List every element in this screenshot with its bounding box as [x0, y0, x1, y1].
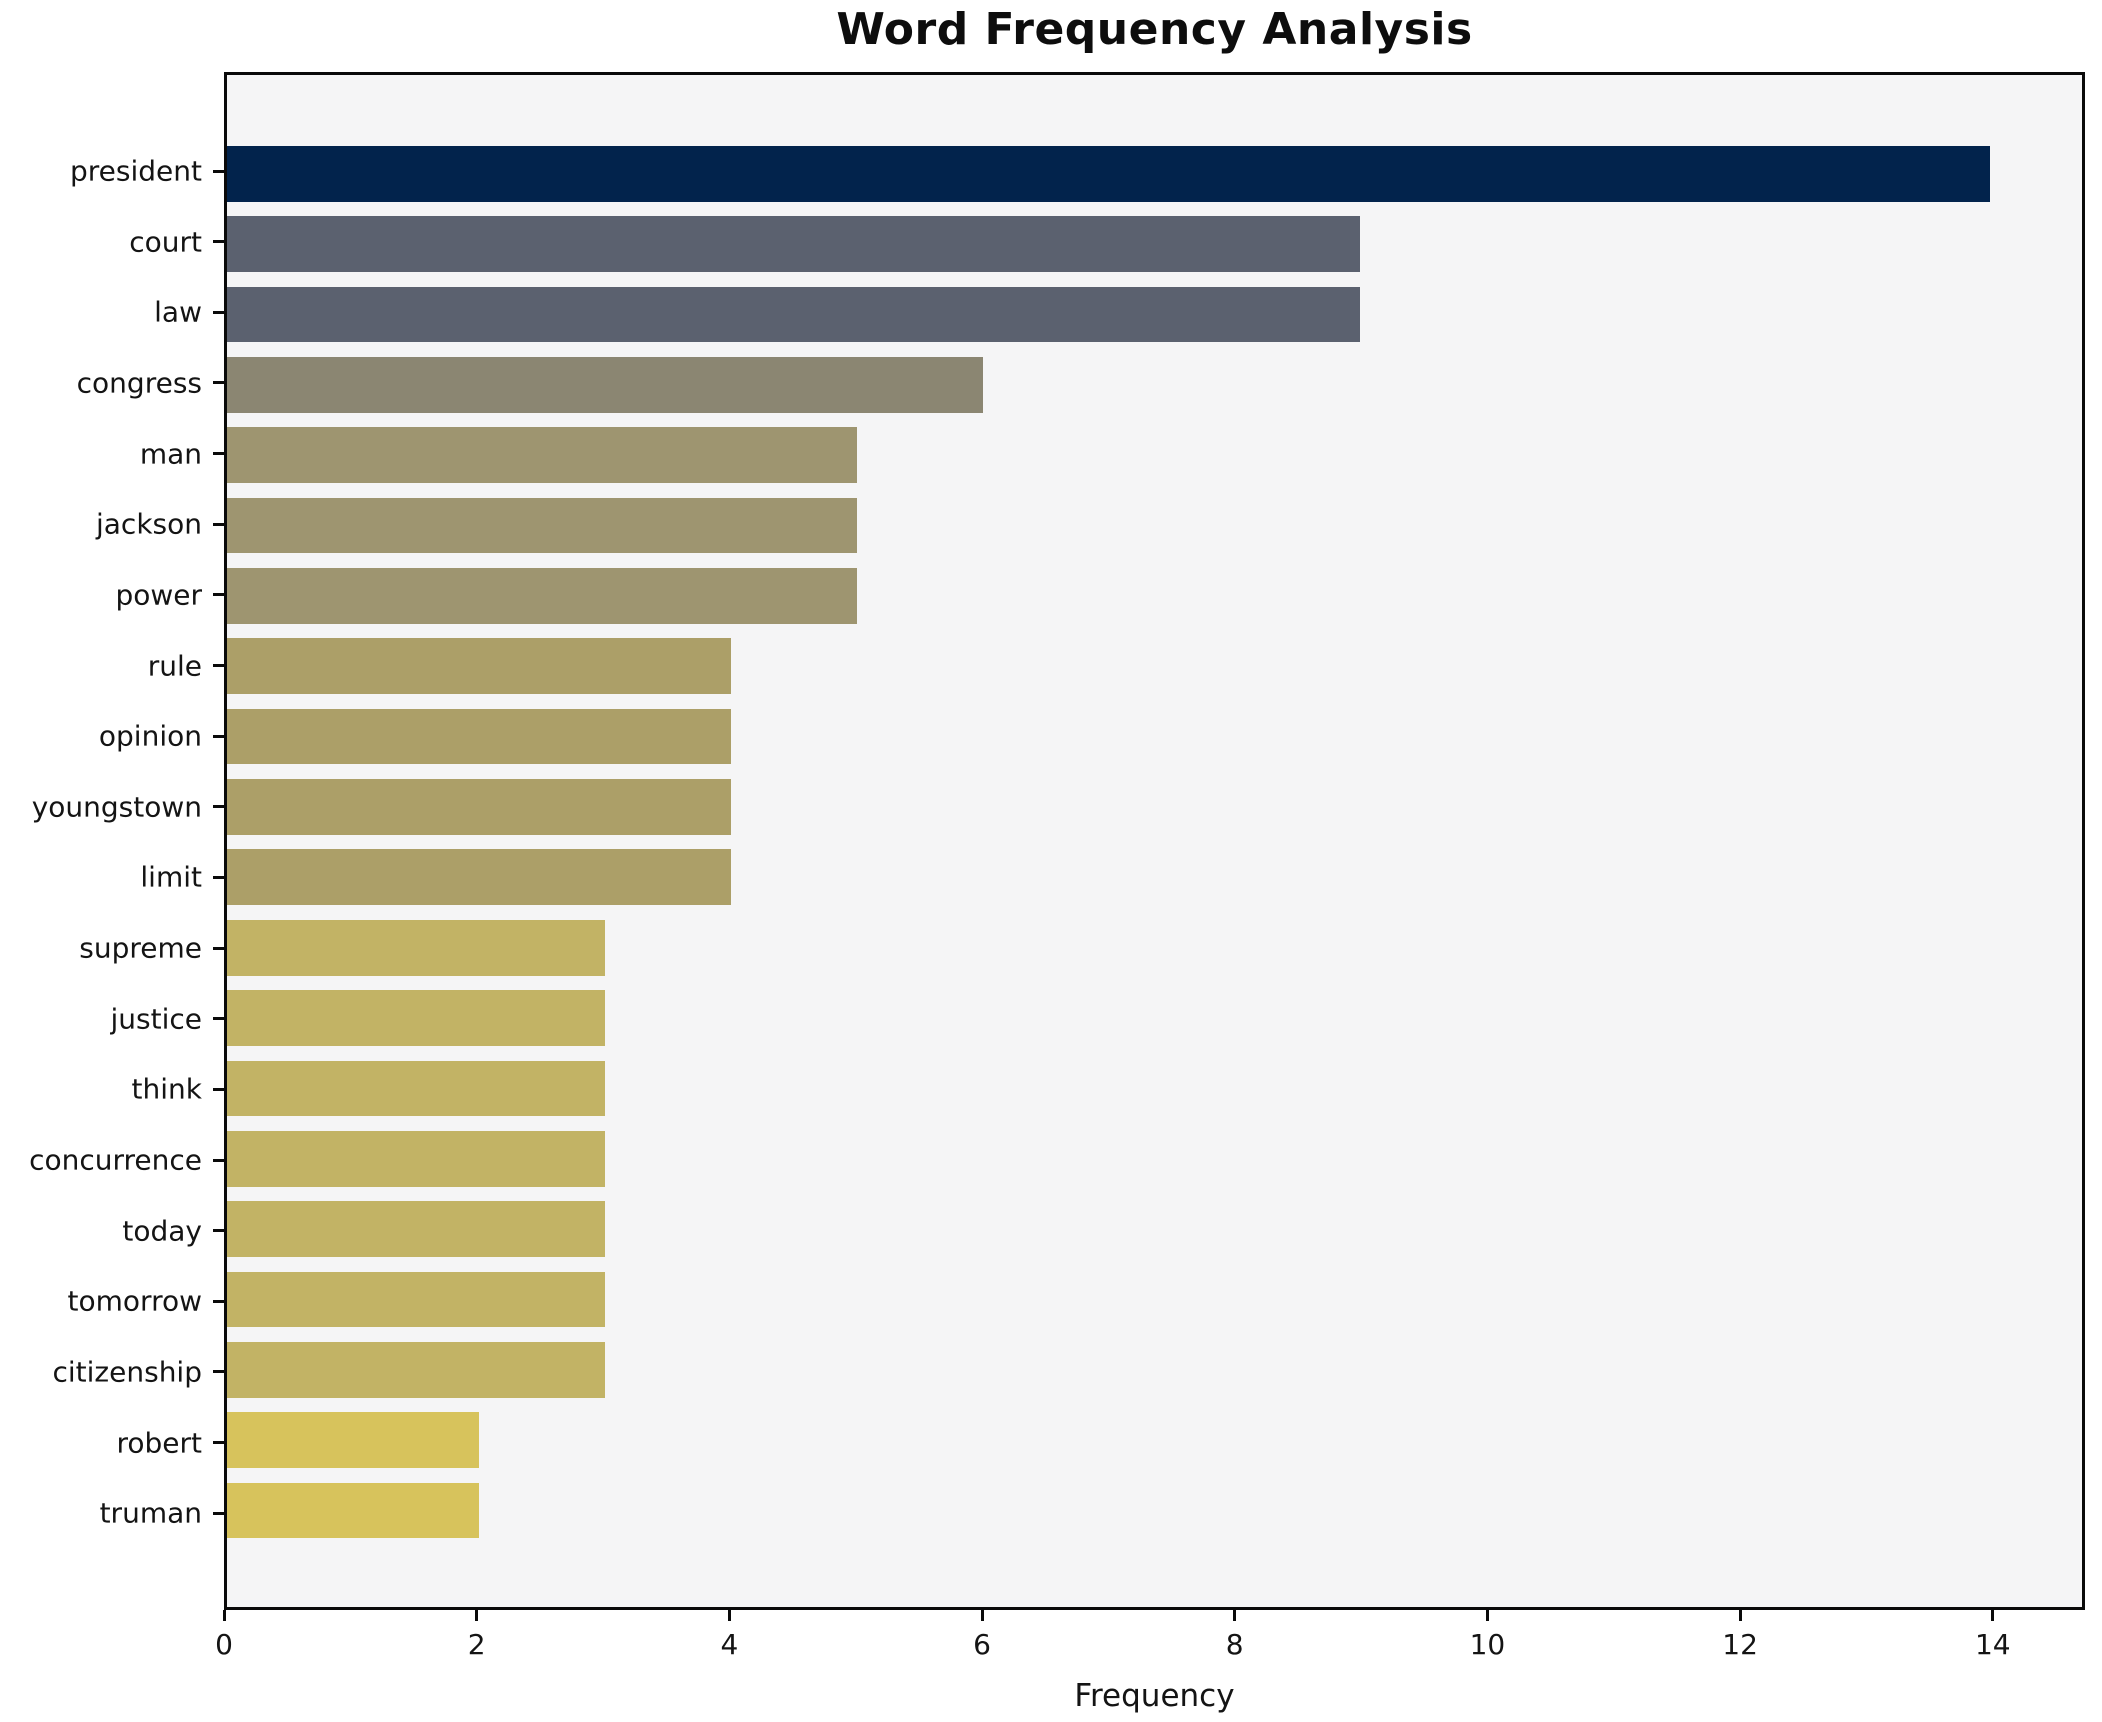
y-tick-mark — [213, 946, 224, 950]
y-tick-mark — [213, 734, 224, 738]
x-tick-label-12: 12 — [1722, 1628, 1758, 1661]
bar-congress — [227, 356, 983, 413]
y-tick-mark — [213, 664, 224, 668]
x-axis-title: Frequency — [1074, 1678, 1235, 1714]
y-tick-label-robert: robert — [116, 1426, 202, 1460]
y-tick-mark — [213, 1229, 224, 1233]
x-tick-mark — [980, 1610, 984, 1621]
x-tick-label-0: 0 — [215, 1628, 233, 1661]
y-tick-label-truman: truman — [99, 1496, 202, 1530]
y-tick-mark — [213, 1299, 224, 1303]
chart-title: Word Frequency Analysis — [836, 4, 1473, 55]
y-tick-label-law: law — [154, 295, 202, 329]
bar-truman — [227, 1482, 479, 1539]
x-tick-mark — [222, 1610, 226, 1621]
y-tick-label-concurrence: concurrence — [29, 1143, 202, 1177]
x-tick-label-10: 10 — [1469, 1628, 1506, 1661]
y-tick-mark — [213, 169, 224, 173]
y-tick-label-man: man — [139, 437, 202, 471]
y-tick-label-think: think — [131, 1072, 202, 1106]
bar-citizenship — [227, 1341, 605, 1398]
y-tick-label-limit: limit — [140, 860, 202, 894]
bar-today — [227, 1201, 605, 1257]
y-tick-label-jackson: jackson — [95, 507, 202, 541]
plot-area — [224, 72, 2085, 1610]
y-tick-label-court: court — [129, 225, 202, 259]
y-tick-label-today: today — [122, 1214, 202, 1248]
x-tick-mark — [475, 1610, 479, 1621]
y-tick-label-citizenship: citizenship — [52, 1355, 203, 1389]
y-tick-label-opinion: opinion — [98, 719, 202, 753]
y-tick-mark — [213, 381, 224, 385]
y-tick-mark — [213, 1370, 224, 1374]
bar-justice — [227, 990, 605, 1046]
x-tick-label-2: 2 — [467, 1628, 486, 1661]
y-tick-mark — [213, 1017, 224, 1021]
y-tick-label-rule: rule — [147, 649, 202, 683]
y-tick-mark — [213, 452, 224, 456]
bar-court — [227, 216, 1361, 272]
bar-rule — [227, 638, 731, 695]
y-tick-label-power: power — [115, 578, 202, 612]
x-tick-label-4: 4 — [720, 1628, 739, 1661]
x-tick-mark — [1485, 1610, 1489, 1621]
bar-opinion — [227, 708, 731, 765]
y-tick-mark — [213, 1158, 224, 1162]
bar-jackson — [227, 497, 857, 554]
x-tick-label-8: 8 — [1225, 1628, 1244, 1661]
bar-robert — [227, 1412, 479, 1469]
x-tick-mark — [1738, 1610, 1742, 1621]
bar-president — [227, 145, 1991, 202]
bar-youngstown — [227, 779, 731, 835]
y-tick-mark — [213, 522, 224, 526]
bar-law — [227, 286, 1361, 343]
y-tick-label-youngstown: youngstown — [31, 790, 202, 824]
x-tick-mark — [1991, 1610, 1995, 1621]
y-tick-mark — [213, 240, 224, 244]
y-tick-mark — [213, 1087, 224, 1091]
y-tick-mark — [213, 805, 224, 809]
y-tick-mark — [213, 310, 224, 314]
y-tick-mark — [213, 593, 224, 597]
y-tick-label-president: president — [70, 154, 202, 188]
bar-limit — [227, 849, 731, 906]
bar-think — [227, 1060, 605, 1117]
bar-concurrence — [227, 1130, 605, 1187]
bar-man — [227, 427, 857, 483]
x-tick-mark — [727, 1610, 731, 1621]
y-tick-mark — [213, 1441, 224, 1445]
y-tick-mark — [213, 1511, 224, 1515]
y-tick-mark — [213, 875, 224, 879]
y-tick-label-tomorrow: tomorrow — [67, 1284, 202, 1318]
x-tick-mark — [1233, 1610, 1237, 1621]
bar-supreme — [227, 919, 605, 976]
x-tick-label-6: 6 — [973, 1628, 991, 1661]
y-tick-label-supreme: supreme — [79, 931, 202, 965]
bar-tomorrow — [227, 1271, 605, 1328]
bar-power — [227, 567, 857, 624]
y-tick-label-justice: justice — [110, 1002, 203, 1036]
x-tick-label-14: 14 — [1974, 1628, 2011, 1661]
y-tick-label-congress: congress — [76, 366, 202, 400]
